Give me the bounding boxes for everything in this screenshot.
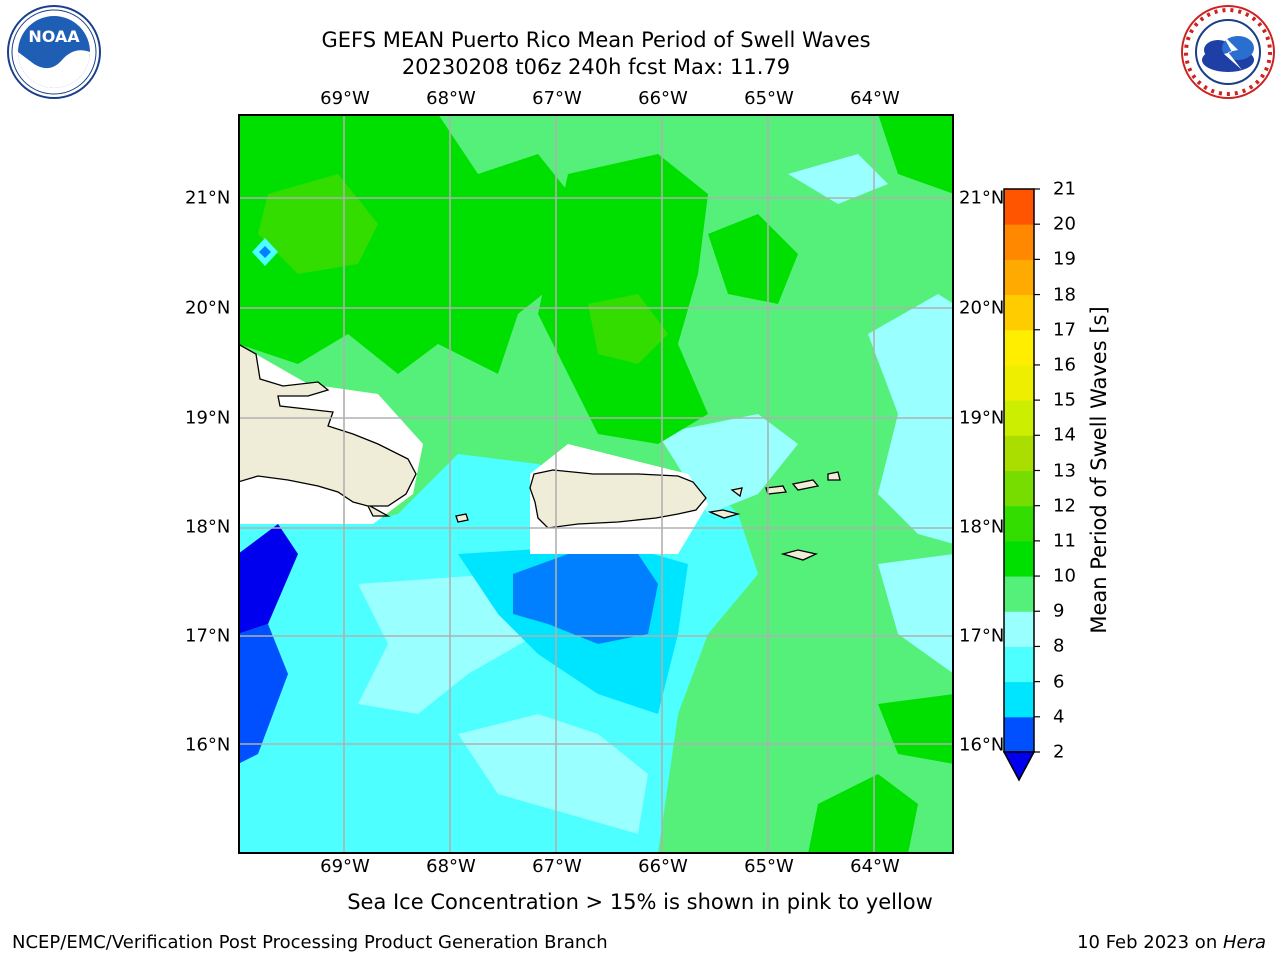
colorbar-tick-label: 4 [1053,706,1065,728]
colorbar-tick-label: 21 [1053,178,1076,200]
colorbar-extend-arrow [1002,751,1036,782]
colorbar-tick-label: 17 [1053,319,1076,341]
lon-label-bottom: 64°W [850,856,900,877]
colorbar-segment [1004,189,1034,225]
lat-label-left: 19°N [185,407,231,429]
map-frame [238,114,954,854]
colorbar [1002,188,1040,782]
lon-label-bottom: 69°W [320,856,370,877]
colorbar-segment [1004,540,1034,577]
lat-label-right: 19°N [959,407,1005,429]
lon-label-top: 64°W [850,88,900,109]
colorbar-tick-label: 13 [1053,460,1076,481]
lon-label-bottom: 67°W [532,856,582,877]
lat-label-left: 20°N [185,297,231,319]
colorbar-tick-label: 19 [1053,248,1076,270]
generation-date-text: 10 Feb 2023 on [1077,932,1223,953]
colorbar-tick-label: 2 [1053,741,1065,763]
colorbar-tick-label: 6 [1053,671,1065,693]
colorbar-segment [1004,646,1034,683]
national-weather-service-logo [1181,5,1275,99]
lat-label-right: 18°N [959,516,1005,538]
lon-label-top: 65°W [744,88,794,109]
colorbar-segment [1004,259,1034,296]
colorbar-segment [1004,681,1034,718]
colorbar-segment [1004,364,1034,401]
map-title: GEFS MEAN Puerto Rico Mean Period of Swe… [321,28,871,52]
lon-label-top: 68°W [426,88,476,109]
map-subtitle: 20230208 t06z 240h fcst Max: 11.79 [401,55,791,79]
colorbar-segment [1004,435,1034,471]
host-name: Hera [1222,932,1266,953]
colorbar-tick-label: 8 [1053,635,1065,657]
colorbar-segment [1004,400,1034,436]
lat-label-left: 17°N [185,625,231,647]
colorbar-tick-label: 10 [1053,565,1076,587]
colorbar-segment [1004,716,1034,753]
lat-label-left: 16°N [185,734,231,756]
colorbar-label: Mean Period of Swell Waves [s] [1087,306,1111,634]
colorbar-segment [1004,611,1034,647]
svg-text:NOAA: NOAA [28,27,80,46]
lat-label-right: 20°N [959,297,1005,319]
lat-label-left: 21°N [185,187,231,209]
colorbar-tick-label: 9 [1053,600,1065,622]
colorbar-segment [1004,505,1034,542]
lat-label-right: 16°N [959,734,1005,756]
colorbar-tick-label: 12 [1053,495,1076,517]
colorbar-tick-label: 20 [1053,213,1076,235]
lon-label-bottom: 68°W [426,856,476,877]
lon-label-top: 66°W [638,88,688,109]
lat-label-right: 17°N [959,625,1005,647]
colorbar-tick-label: 14 [1053,424,1076,446]
colorbar-tick-label: 11 [1053,530,1076,552]
lat-label-left: 18°N [185,516,231,538]
noaa-logo: NOAA [7,5,101,99]
colorbar-tick-label: 18 [1053,284,1076,306]
colorbar-tick-label: 15 [1053,389,1076,411]
colorbar-segment [1004,576,1034,612]
lon-label-top: 69°W [320,88,370,109]
lon-label-bottom: 66°W [638,856,688,877]
producer-credit: NCEP/EMC/Verification Post Processing Pr… [12,932,608,953]
lon-label-top: 67°W [532,88,582,109]
swell-period-map [238,114,954,854]
graticule [238,114,954,854]
lon-label-bottom: 65°W [744,856,794,877]
colorbar-segment [1004,224,1034,260]
colorbar-segment [1004,329,1034,366]
colorbar-segment [1004,470,1034,507]
lat-label-right: 21°N [959,187,1005,209]
sea-ice-caption: Sea Ice Concentration > 15% is shown in … [347,890,933,914]
colorbar-segment [1004,294,1034,331]
colorbar-tick-label: 16 [1053,354,1076,376]
generation-date: 10 Feb 2023 on Hera [1077,932,1266,953]
